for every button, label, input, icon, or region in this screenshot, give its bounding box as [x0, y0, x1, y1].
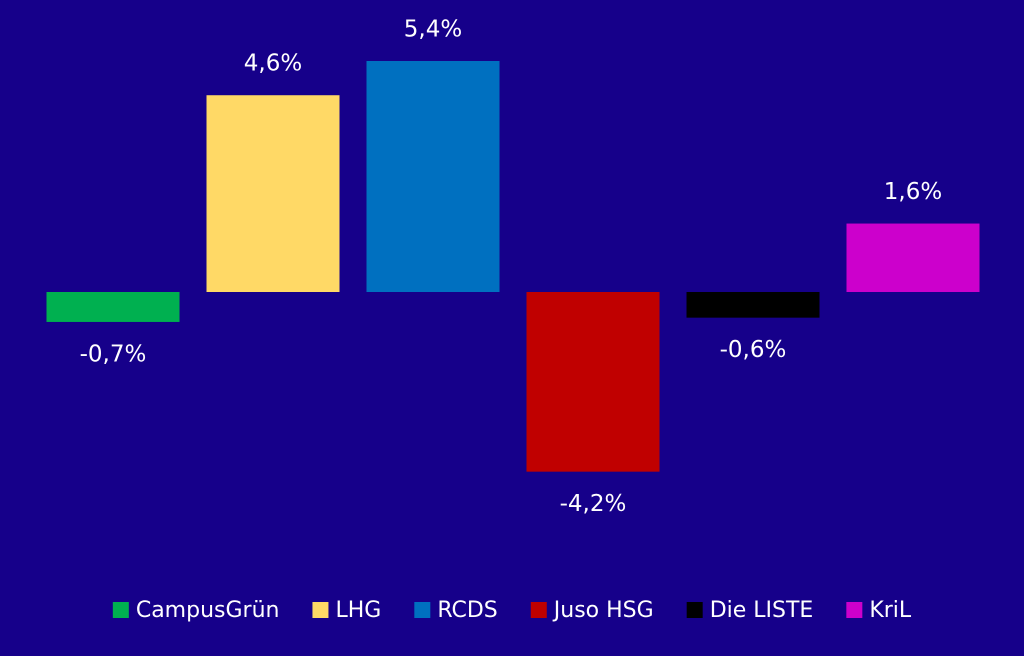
- bar: [846, 223, 980, 292]
- legend-swatch: [312, 602, 329, 618]
- bar: [206, 95, 340, 292]
- legend-label: Juso HSG: [552, 598, 654, 623]
- legend-label: KriL: [869, 598, 912, 623]
- value-label: 4,6%: [244, 51, 302, 77]
- value-label: -0,7%: [80, 341, 147, 367]
- bar: [46, 292, 180, 322]
- legend-swatch: [530, 602, 547, 618]
- legend-swatch: [686, 602, 703, 618]
- legend-swatch: [112, 602, 129, 618]
- legend-label: RCDS: [437, 598, 497, 623]
- legend-label: LHG: [335, 598, 381, 623]
- legend-swatch: [414, 602, 431, 618]
- value-label: -4,2%: [560, 491, 627, 517]
- legend-label: Die LISTE: [710, 598, 814, 623]
- legend-swatch: [846, 602, 863, 618]
- bar: [686, 292, 820, 318]
- value-label: 5,4%: [404, 17, 462, 43]
- legend-label: CampusGrün: [136, 598, 280, 623]
- bar: [526, 292, 660, 472]
- value-label: 1,6%: [884, 179, 942, 205]
- value-label: -0,6%: [720, 337, 787, 363]
- bar: [366, 61, 500, 292]
